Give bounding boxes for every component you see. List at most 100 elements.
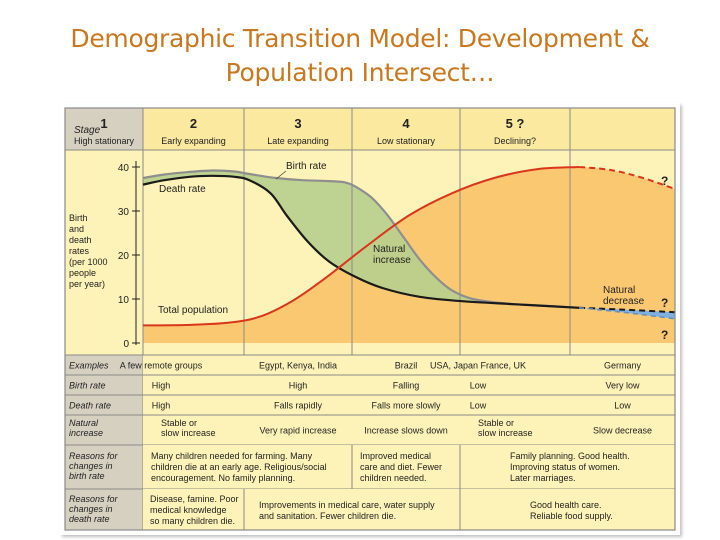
- stage-4-name: Low stationary: [377, 136, 436, 146]
- table-row-4-cell-2-line-1: Very rapid increase: [259, 426, 336, 436]
- table-row-2-cell-3-line-1: Falling: [393, 381, 420, 391]
- slide-title: Demographic Transition Model: Developmen…: [0, 22, 720, 90]
- y-tick-label-40: 40: [118, 163, 130, 174]
- table-row-4-cell-1-line-2: slow increase: [161, 428, 216, 438]
- table-row-3-cell-1-line-1: High: [152, 401, 171, 411]
- table-row-2-cell-1-line-1: High: [152, 381, 171, 391]
- birth-rate-pointer: [275, 170, 287, 180]
- y-axis-label-line-7: per year): [69, 279, 105, 289]
- table-row-4-cell-3-line-1: Increase slows down: [364, 426, 448, 436]
- stage-3-name: Late expanding: [267, 136, 329, 146]
- table-row-1-cell-5-line-1: Germany: [604, 361, 642, 371]
- y-axis-label-line-3: death: [69, 235, 92, 245]
- birth-rate-line: [142, 169, 580, 309]
- natural-increase-label-line-2: increase: [373, 255, 411, 266]
- table-row-1-cell-2-line-1: Egypt, Kenya, India: [259, 361, 337, 371]
- table-row-4-cell-4-line-1: Stable or: [478, 418, 514, 428]
- natural-decrease-label-line-1: Natural: [603, 285, 635, 296]
- reasons-birth-middle-line-2: care and diet. Fewer: [360, 462, 442, 472]
- table-row-2-background: [143, 375, 675, 395]
- slide-title-line-2: Population Intersect…: [225, 58, 495, 87]
- reasons-birth-label-line-3: birth rate: [69, 471, 105, 481]
- y-tick-label-30: 30: [118, 207, 130, 218]
- stage-3-number: 3: [294, 116, 301, 131]
- stage-5-name: Declining?: [494, 136, 536, 146]
- reasons-birth-middle-line-1: Improved medical: [360, 451, 431, 461]
- table-row-1-background: [143, 355, 675, 375]
- natural-decrease-area: [579, 307, 675, 319]
- reasons-death-left-line-3: so many children die.: [150, 516, 235, 526]
- table-row-4-label-line-2: increase: [69, 428, 103, 438]
- table-row-2-cell-4-line-1: Low: [470, 381, 487, 391]
- question-mark-birth: ?: [661, 328, 668, 342]
- stage-2-number: 2: [190, 116, 197, 131]
- table-row-1-cell-3-line-1: Brazil: [395, 361, 418, 371]
- table-row-4-cell-4-line-2: slow increase: [478, 428, 533, 438]
- stage-header-background: [143, 108, 675, 150]
- y-tick-label-20: 20: [118, 251, 130, 262]
- reasons-birth-right-line-1: Family planning. Good health.: [510, 451, 630, 461]
- total-population-label: Total population: [158, 305, 228, 316]
- table-row-3-cell-3-line-1: Falls more slowly: [371, 401, 441, 411]
- reasons-death-middle-line-2: and sanitation. Fewer children die.: [259, 511, 396, 521]
- y-axis-label-line-4: rates: [69, 246, 90, 256]
- y-axis-label-line-2: and: [69, 224, 84, 234]
- reasons-death-label-line-2: changes in: [69, 504, 113, 514]
- y-axis-label-line-5: (per 1000: [69, 257, 108, 267]
- question-mark-decrease: ?: [661, 296, 668, 310]
- reasons-death-left-line-1: Disease, famine. Poor: [150, 494, 239, 504]
- reasons-birth-left-line-2: children die at an early age. Religious/…: [151, 462, 327, 472]
- reasons-birth-label-line-1: Reasons for: [69, 451, 119, 461]
- table-row-3-cell-4-line-1: Low: [470, 401, 487, 411]
- reasons-birth-label-line-2: changes in: [69, 461, 113, 471]
- axis-label-background: [65, 150, 143, 355]
- question-mark-population: ?: [661, 174, 668, 188]
- reasons-birth-background: [143, 445, 675, 489]
- stage-4-number: 4: [402, 116, 410, 131]
- table-row-2-cell-2-line-1: High: [289, 381, 308, 391]
- y-tick-label-10: 10: [118, 295, 130, 306]
- table-row-1-cell-1-line-1: A few remote groups: [120, 361, 203, 371]
- table-row-4-cell-5-line-1: Slow decrease: [593, 426, 652, 436]
- y-tick-label-0: 0: [123, 339, 129, 350]
- reasons-birth-left-line-3: encouragement. No family planning.: [151, 473, 295, 483]
- reasons-birth-left-line-1: Many children needed for farming. Many: [151, 451, 313, 461]
- stage-5-number: 5 ?: [506, 116, 525, 131]
- slide-title-line-1: Demographic Transition Model: Developmen…: [70, 24, 650, 53]
- total-population-line: [142, 166, 580, 327]
- reasons-death-background: [143, 489, 675, 530]
- demographic-transition-figure: Stage 40 30 20 10 0 Birth and death rates (per 100…: [60, 103, 680, 535]
- reasons-death-right-line-1: Good health care.: [530, 500, 602, 510]
- stage-1-number: 1: [100, 116, 107, 131]
- table-row-1-cell-4-line-1: USA, Japan France, UK: [430, 361, 526, 371]
- reasons-death-left-line-2: medical knowledge: [150, 505, 227, 515]
- table-row-4-label-line-1: Natural: [69, 418, 99, 428]
- table-row-3-background: [143, 395, 675, 415]
- y-axis-label-line-6: people: [69, 268, 96, 278]
- table-row-4-background: [143, 415, 675, 445]
- table-row-3-label-line-1: Death rate: [69, 401, 111, 411]
- natural-increase-label-line-1: Natural: [373, 244, 405, 255]
- stage-header-label: Stage: [74, 125, 101, 136]
- table-row-1-label-line-1: Examples: [69, 361, 109, 371]
- figure-outer-border: [64, 107, 676, 531]
- reasons-death-right-line-2: Reliable food supply.: [530, 511, 613, 521]
- death-rate-label: Death rate: [159, 184, 206, 195]
- y-axis-label-line-1: Birth: [69, 213, 88, 223]
- natural-decrease-label-line-2: decrease: [603, 296, 645, 307]
- birth-rate-projection: [579, 307, 676, 320]
- death-rate-line: [142, 174, 580, 309]
- natural-increase-area: [143, 170, 580, 308]
- reasons-death-label-line-1: Reasons for: [69, 494, 119, 504]
- birth-rate-label: Birth rate: [286, 161, 327, 172]
- stage-2-name: Early expanding: [161, 136, 226, 146]
- table-row-4-cell-1-line-1: Stable or: [161, 418, 197, 428]
- reasons-death-middle-line-1: Improvements in medical care, water supp…: [259, 500, 435, 510]
- table-row-3-cell-2-line-1: Falls rapidly: [274, 401, 323, 411]
- death-rate-projection: [579, 306, 676, 314]
- total-population-projection: [579, 166, 676, 190]
- table-row-2-label-line-1: Birth rate: [69, 381, 106, 391]
- reasons-death-label-line-3: death rate: [69, 514, 110, 524]
- reasons-birth-right-line-3: Later marriages.: [510, 473, 576, 483]
